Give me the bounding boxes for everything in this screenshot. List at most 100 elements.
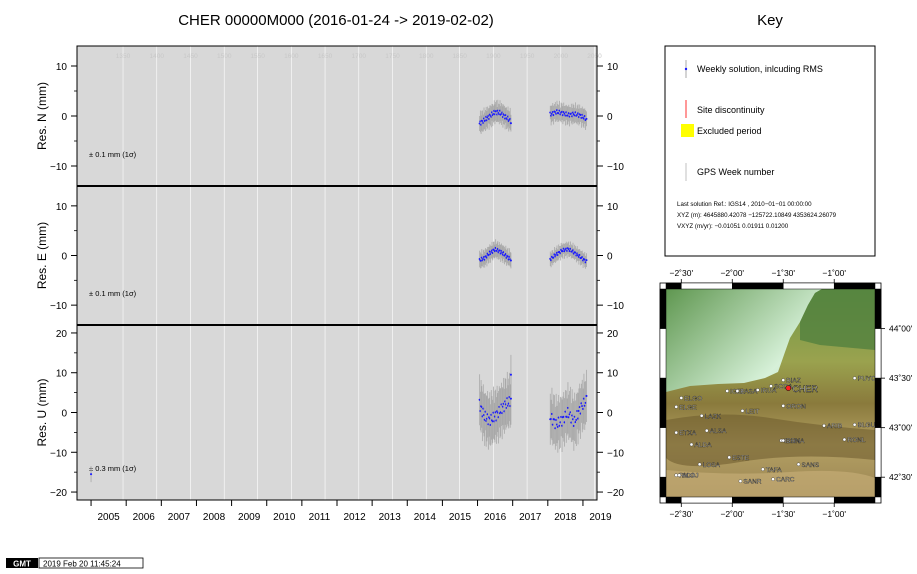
ytick-label-right: 20 xyxy=(607,329,619,340)
map-frame-segment xyxy=(732,282,784,290)
legend-ref-line-2: XYZ (m): 4645880.42078 −125722.10849 435… xyxy=(677,212,837,219)
map-frame-segment xyxy=(782,282,835,290)
station-label: IRUN xyxy=(784,438,800,445)
legend-excluded-swatch xyxy=(681,124,694,137)
map-frame-segment xyxy=(681,496,733,504)
map-lat-label: 42˚30' xyxy=(889,472,913,482)
station-marker xyxy=(822,423,826,428)
map-lat-label: 44˚00' xyxy=(889,324,913,334)
station-marker xyxy=(725,389,729,393)
key-title: Key xyxy=(757,12,783,29)
gps-week-label: 1800 xyxy=(419,53,434,60)
ytick-label-right: 0 xyxy=(607,409,613,420)
ytick-label-right: −20 xyxy=(607,488,624,499)
ytick-label-right: 10 xyxy=(607,202,619,213)
map-mountains xyxy=(666,414,875,467)
panel-2: 20 20 10 10 0 0 −10 −10 −20 −20 Res. U (mm) ± 0.3 m… xyxy=(35,324,624,501)
legend: Weekly solution, inlcuding RMS Site disc… xyxy=(664,45,876,257)
gps-week-label: 1700 xyxy=(352,53,367,60)
gps-week-label: 2000 xyxy=(554,53,569,60)
gps-week-label: 1350 xyxy=(116,53,131,60)
panel-annotation: ± 0.1 mm (1σ) xyxy=(89,289,137,298)
data-point xyxy=(585,259,588,262)
ytick-label-left: 20 xyxy=(56,329,68,340)
station-marker xyxy=(699,414,704,418)
map-lon-label-top: −2˚30' xyxy=(669,268,693,278)
ytick-label-right: 0 xyxy=(607,252,613,263)
station-label: ESTE xyxy=(732,455,750,462)
map-frame-segment xyxy=(659,427,667,478)
ytick-label-left: 10 xyxy=(56,202,68,213)
map-lon-label-bottom: −2˚30' xyxy=(669,509,693,519)
station-label: SANS xyxy=(802,462,820,469)
xtick-label: 2014 xyxy=(414,512,437,523)
ytick-label-left: 0 xyxy=(61,112,67,123)
panel-background xyxy=(77,325,597,500)
gps-week-label: 1850 xyxy=(452,53,467,60)
xtick-label: 2012 xyxy=(343,512,366,523)
xtick-label: 2015 xyxy=(449,512,472,523)
xtick-label: 2013 xyxy=(379,512,402,523)
gps-week-label: 1950 xyxy=(520,53,535,60)
map-plain xyxy=(666,470,875,497)
legend-excluded-label: Excluded period xyxy=(697,126,762,136)
station-marker xyxy=(761,467,765,472)
panel-annotation: ± 0.1 mm (1σ) xyxy=(89,150,137,159)
xtick-label: 2017 xyxy=(519,512,542,523)
ytick-label-right: 10 xyxy=(607,62,619,73)
panel-annotation: ± 0.3 mm (1σ) xyxy=(89,464,137,473)
station-marker xyxy=(852,422,857,427)
station-marker xyxy=(796,462,801,467)
station-label: TAFA xyxy=(766,467,782,474)
station-map: PUYOBIAZSCOAIGELPASAIRUAELGOELGELEITORON… xyxy=(659,268,913,519)
station-marker xyxy=(781,378,785,382)
map-lat-label: 43˚30' xyxy=(889,373,913,383)
map-lon-label-bottom: −2˚00' xyxy=(720,509,744,519)
station-label: LAZK xyxy=(705,413,722,420)
map-frame-segment xyxy=(833,496,876,504)
station-marker xyxy=(738,479,743,483)
ytick-label-left: 0 xyxy=(61,252,67,263)
station-label: RONL xyxy=(847,437,865,444)
map-frame-segment xyxy=(874,427,882,478)
gps-week-label: 1600 xyxy=(284,53,299,60)
station-marker xyxy=(771,477,775,481)
ytick-label-left: 10 xyxy=(56,62,68,73)
map-lon-label-top: −1˚00' xyxy=(822,268,846,278)
ytick-label-left: −20 xyxy=(50,488,67,499)
legend-weekly-solution-dot xyxy=(684,67,688,71)
data-point xyxy=(585,117,588,120)
station-marker xyxy=(842,437,847,442)
map-frame-segment xyxy=(874,476,882,498)
ytick-label-right: 0 xyxy=(607,112,613,123)
xtick-label: 2007 xyxy=(168,512,191,523)
xtick-label: 2009 xyxy=(238,512,261,523)
gps-week-label: 1450 xyxy=(183,53,198,60)
ytick-label-right: 10 xyxy=(607,369,619,380)
station-marker xyxy=(781,404,785,408)
panel-ylabel: Res. U (mm) xyxy=(35,379,49,447)
station-marker xyxy=(756,388,760,392)
station-marker xyxy=(677,473,682,477)
map-frame-segment xyxy=(665,496,682,504)
station-label: BRNA xyxy=(786,438,805,445)
station-marker xyxy=(674,430,678,435)
map-lon-label-top: −2˚00' xyxy=(720,268,744,278)
residual-panels: 1350 1400 1450 1500 1550 1600 1650 1700 1750 1800… xyxy=(35,45,624,523)
data-point xyxy=(90,473,93,476)
station-label: ALSA xyxy=(710,428,727,435)
station-label: ARIB xyxy=(827,423,842,430)
data-point xyxy=(509,397,512,400)
station-label: CARC xyxy=(776,477,795,484)
ytick-label-left: −10 xyxy=(50,301,67,312)
legend-ref-line-3: VXYZ (m/yr): −0.01051 0.01911 0.01200 xyxy=(677,223,789,230)
ytick-label-left: −10 xyxy=(50,448,67,459)
map-frame-segment xyxy=(874,377,882,428)
station-label: ORON xyxy=(786,403,806,410)
ytick-label-left: 10 xyxy=(56,369,68,380)
xtick-label: 2011 xyxy=(309,512,331,523)
station-marker xyxy=(740,409,745,413)
station-label: SCOA xyxy=(774,384,793,391)
